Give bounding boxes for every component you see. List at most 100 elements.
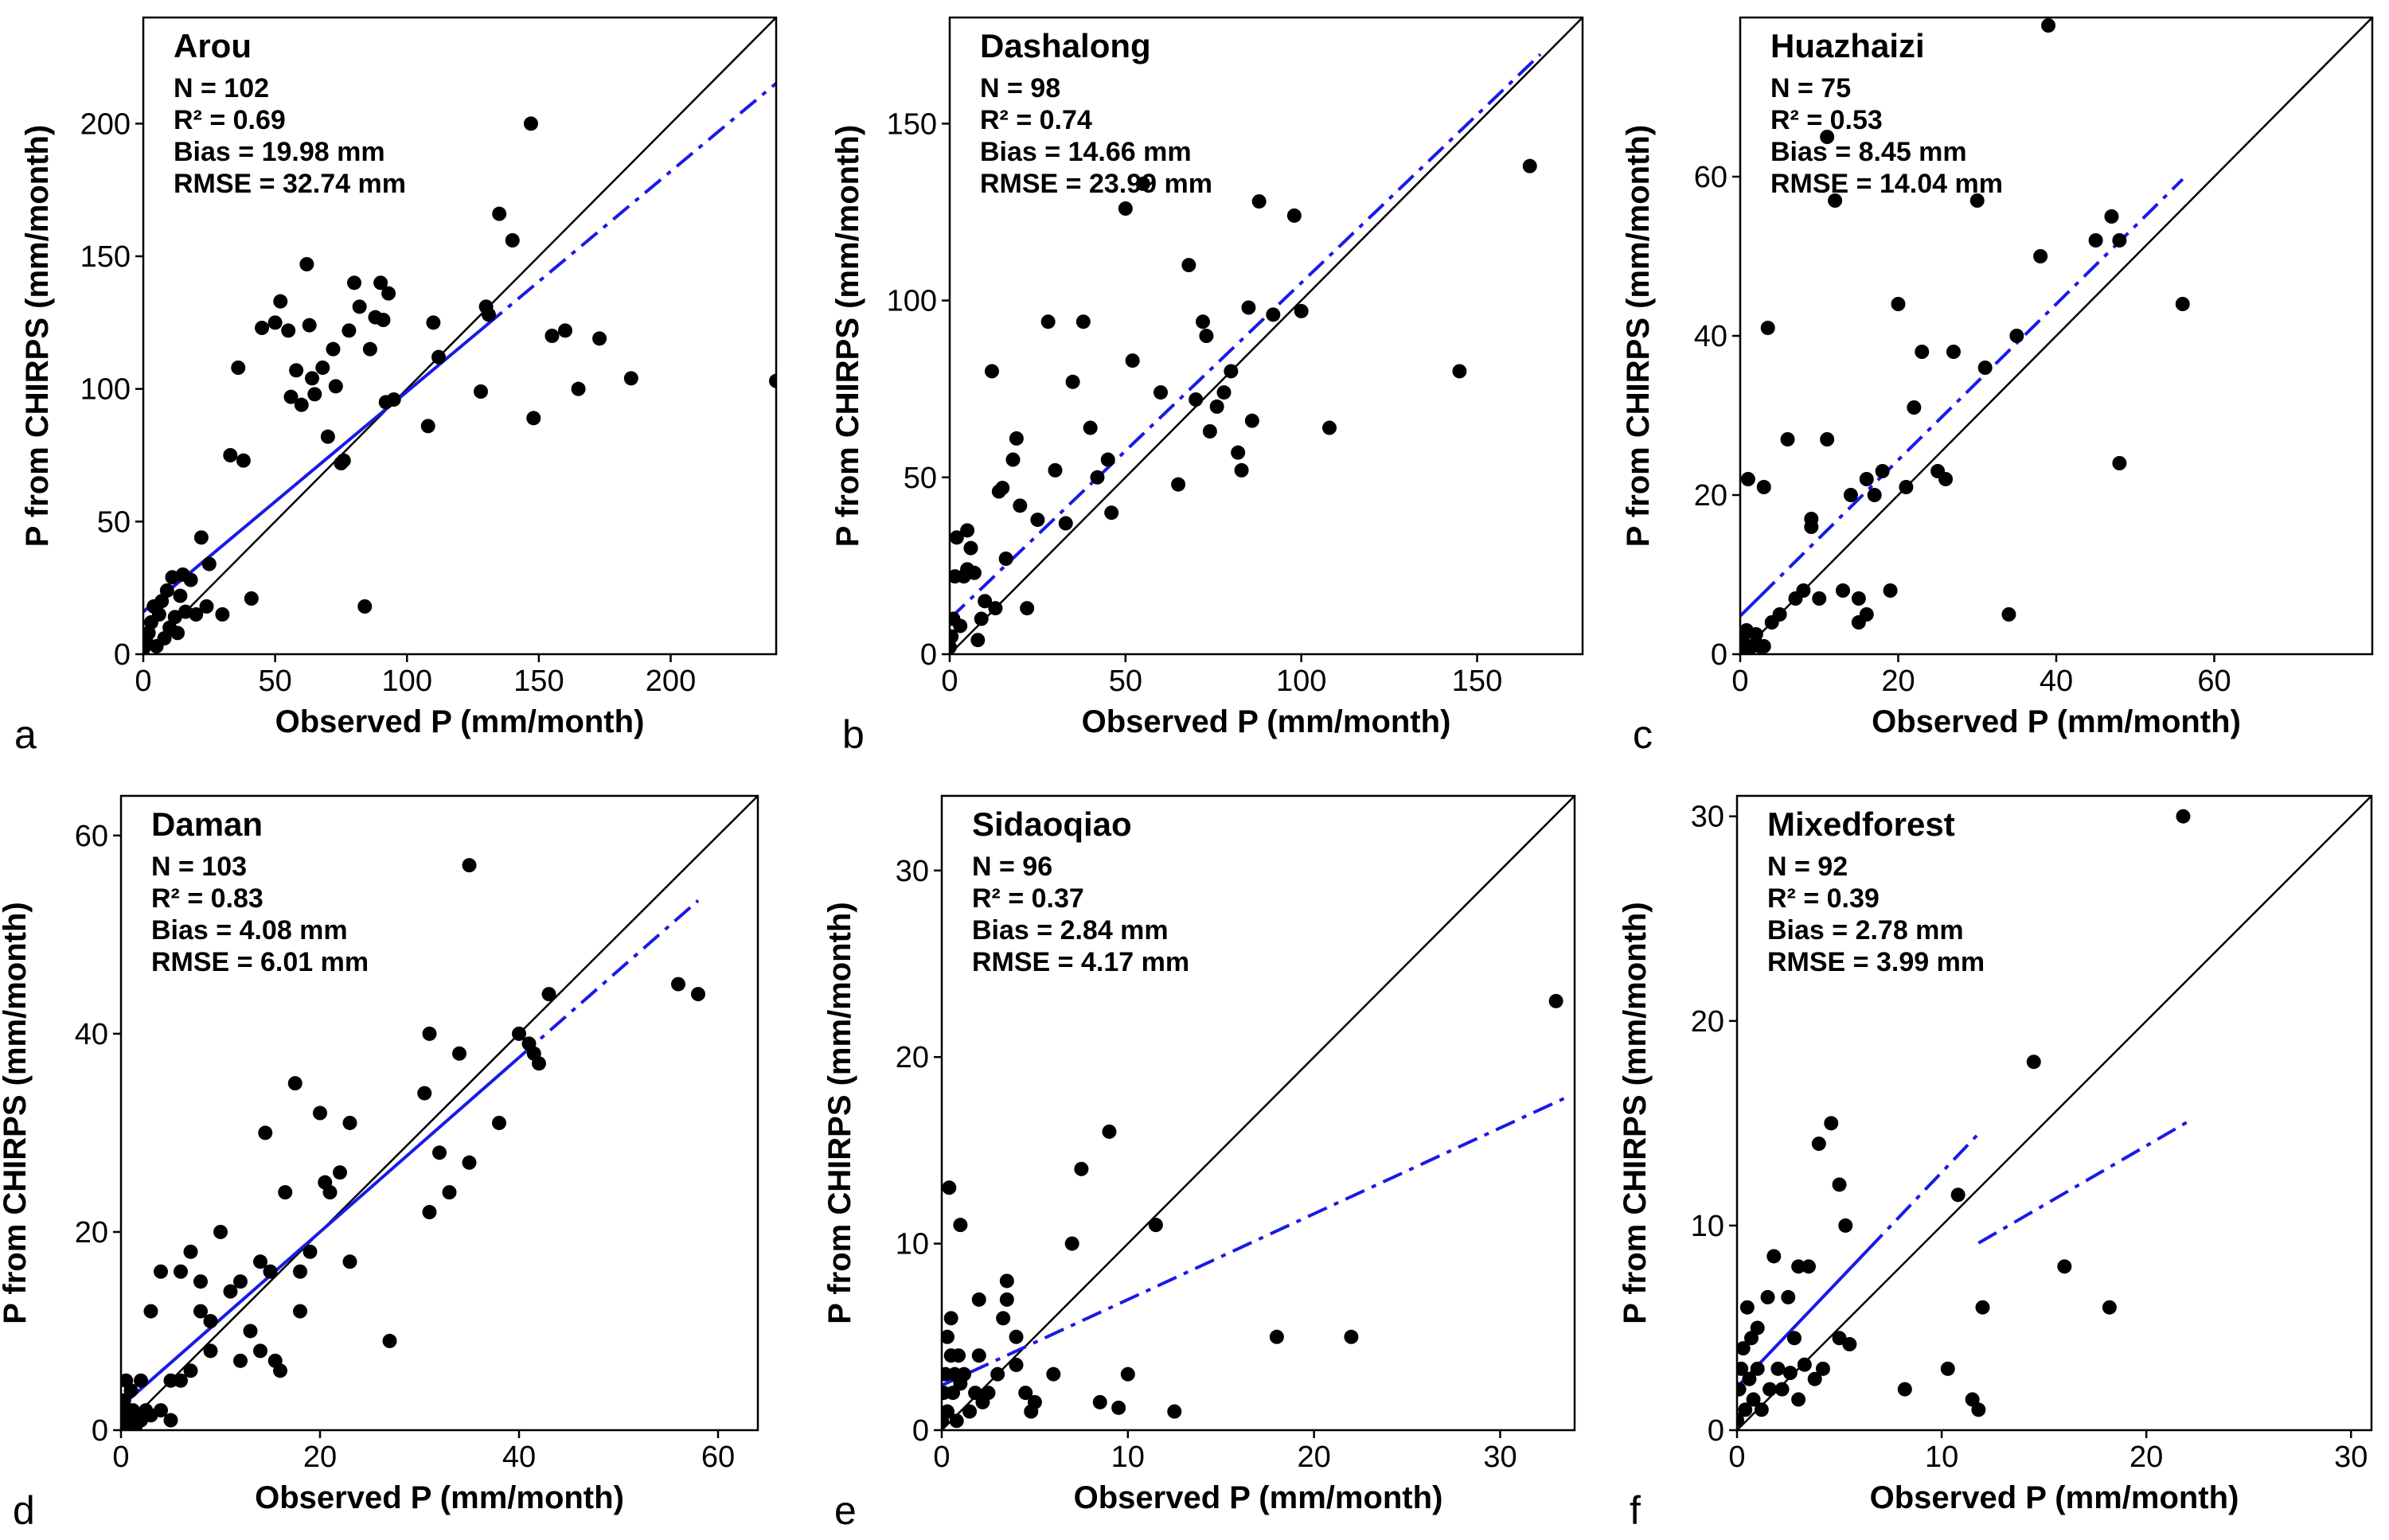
data-point (1083, 420, 1098, 435)
data-point (287, 1076, 303, 1091)
data-point (1189, 392, 1204, 407)
data-point (1977, 361, 1993, 375)
data-point (671, 977, 685, 992)
data-point (2176, 809, 2191, 824)
data-point (1756, 639, 1771, 653)
data-point (253, 1254, 267, 1269)
stat-line: RMSE = 4.17 mm (972, 947, 1189, 977)
data-point (1915, 345, 1930, 359)
data-point (173, 588, 188, 603)
x-axis-title: Observed P (mm/month) (1870, 1480, 2239, 1515)
x-tick-label: 40 (502, 1441, 536, 1474)
data-point (417, 1086, 432, 1101)
data-point (942, 1180, 957, 1195)
data-point (1065, 374, 1080, 389)
data-point (492, 206, 507, 221)
panel-letter: a (14, 712, 37, 757)
data-point (1950, 1187, 1965, 1203)
data-point (1750, 1361, 1765, 1376)
data-point (342, 1115, 357, 1130)
data-point (283, 389, 299, 404)
data-point (1842, 1337, 1857, 1352)
data-point (978, 594, 993, 609)
data-point (1971, 1402, 1986, 1417)
panel-title: Sidaoqiao (972, 805, 1132, 843)
data-point (1804, 512, 1819, 526)
data-point (1766, 1249, 1782, 1264)
stat-line: R² = 0.69 (174, 105, 286, 135)
data-point (1548, 993, 1563, 1008)
data-point (1859, 472, 1874, 486)
data-point (134, 1373, 148, 1388)
data-point (381, 286, 396, 301)
data-point (1772, 607, 1787, 622)
data-point (193, 1274, 208, 1289)
data-point (1832, 1177, 1847, 1192)
x-tick-label: 10 (1925, 1441, 1958, 1474)
data-point (1780, 432, 1795, 446)
plot-frame (948, 16, 1584, 656)
data-point (342, 1254, 357, 1269)
data-point (183, 572, 198, 587)
data-point (1828, 193, 1843, 208)
data-point (352, 299, 367, 314)
x-tick-label: 60 (2197, 665, 2231, 698)
data-point (1737, 1413, 1744, 1428)
data-point (1018, 1386, 1033, 1401)
data-point (299, 257, 314, 271)
data-point (962, 1404, 978, 1419)
stat-line: R² = 0.83 (151, 883, 263, 914)
data-point (526, 411, 541, 426)
data-point (1075, 314, 1091, 329)
x-tick-label: 30 (2334, 1441, 2368, 1474)
data-point (422, 1026, 437, 1041)
data-point (571, 381, 586, 396)
data-point (322, 1185, 338, 1200)
data-point (294, 397, 309, 412)
data-point (953, 1218, 968, 1233)
plot-area (950, 3, 1583, 654)
data-point (623, 371, 638, 386)
data-point (126, 1403, 140, 1418)
data-point (1199, 329, 1214, 343)
data-point (974, 611, 989, 626)
data-point (1269, 1329, 1284, 1344)
data-point (943, 1311, 958, 1326)
data-point (1770, 1361, 1786, 1376)
fit-line-dashdot (969, 1096, 1567, 1374)
data-point (1781, 1289, 1796, 1304)
data-point (1522, 158, 1537, 173)
stat-line: N = 98 (980, 73, 1060, 103)
y-tick-label: 20 (1691, 1005, 1724, 1039)
x-tick-label: 150 (1452, 665, 1502, 698)
data-point (420, 419, 435, 434)
x-tick-label: 0 (933, 1441, 950, 1474)
data-point (1740, 472, 1755, 486)
data-point (213, 1224, 228, 1239)
data-point (189, 607, 204, 622)
data-point (233, 1274, 248, 1289)
data-point (342, 323, 357, 338)
data-point (1074, 1161, 1089, 1176)
data-point (1875, 464, 1890, 478)
data-point (1756, 480, 1771, 494)
stat-line: Bias = 8.45 mm (1770, 137, 1967, 167)
y-tick-label: 20 (1694, 479, 1727, 513)
one-to-one-line (143, 18, 776, 654)
x-tick-label: 50 (258, 665, 291, 698)
data-point (1357, 3, 1372, 18)
y-axis-title: P from CHIRPS (mm/month) (830, 125, 865, 547)
x-tick-label: 0 (112, 1441, 129, 1474)
stat-line: N = 96 (972, 852, 1052, 882)
y-tick-label: 60 (75, 820, 108, 853)
plot-area (121, 796, 758, 1430)
data-point (307, 387, 322, 402)
x-tick-label: 150 (513, 665, 564, 698)
data-point (1791, 1259, 1806, 1274)
panel-letter: f (1630, 1488, 1641, 1533)
data-point (462, 1155, 477, 1170)
plot-frame (142, 16, 778, 656)
data-point (315, 361, 330, 375)
data-point (942, 1329, 955, 1344)
